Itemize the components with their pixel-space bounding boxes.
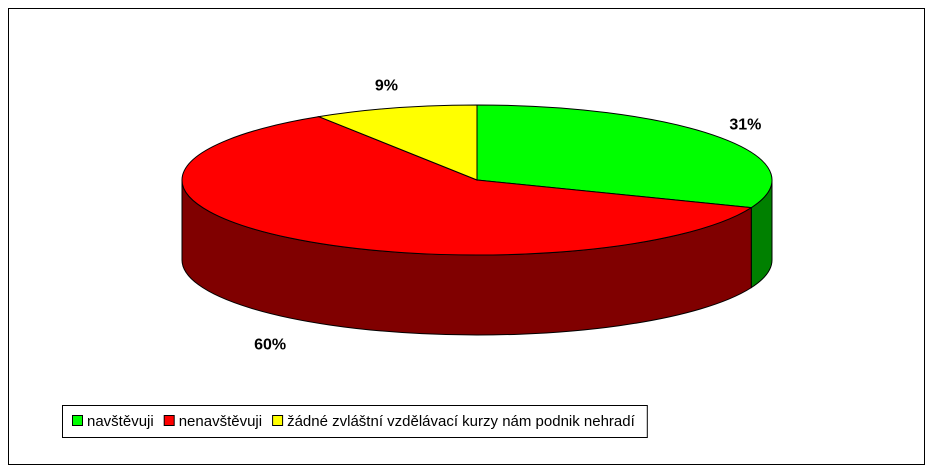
slice	[476, 104, 773, 209]
data-label: 31%	[729, 116, 761, 133]
legend: navštěvuji nenavštěvuji žádné zvláštní vzd…	[72, 413, 636, 430]
legend-swatch	[163, 415, 175, 426]
pie: 31% 60% 9%	[181, 78, 773, 353]
legend-swatch	[272, 415, 284, 426]
legend-swatch	[72, 415, 83, 426]
data-label: 9%	[375, 78, 398, 95]
legend-frame	[62, 405, 648, 438]
legend-label: žádné zvláštní vzdělávací kurzy nám podn…	[287, 413, 636, 430]
legend-label: nenavštěvuji	[179, 413, 262, 430]
data-label: 60%	[254, 336, 286, 353]
slice	[181, 116, 753, 256]
legend-label: navštěvuji	[87, 413, 154, 430]
slice	[317, 104, 478, 181]
